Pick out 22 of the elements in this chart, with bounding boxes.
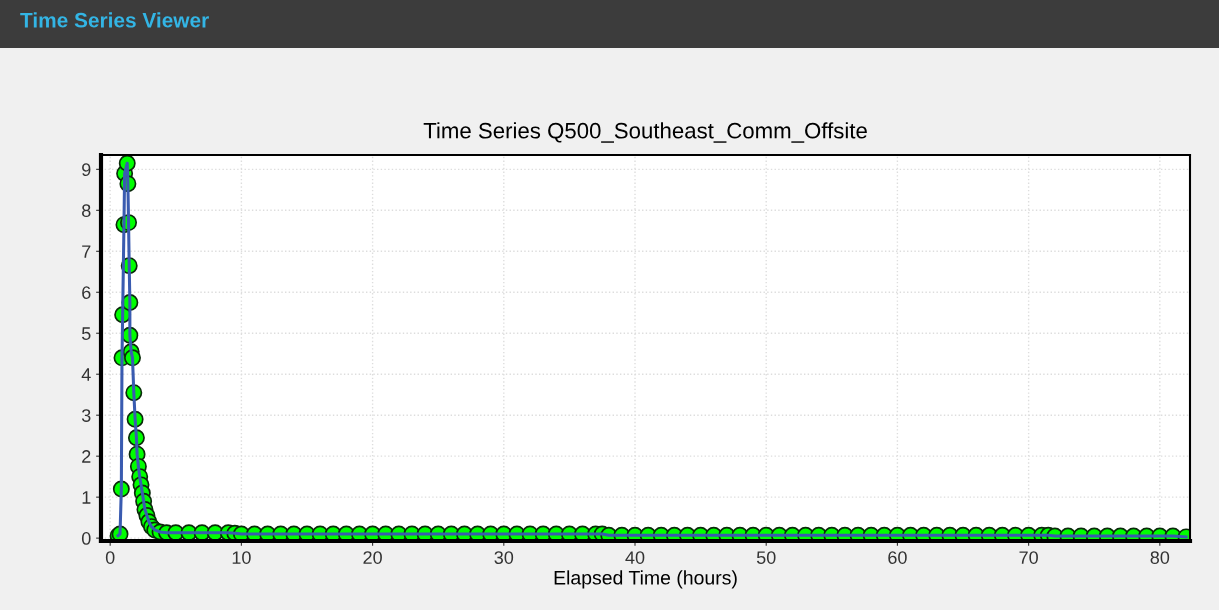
x-axis-title: Elapsed Time (hours) — [554, 570, 737, 589]
x-tick-label: 40 — [625, 551, 645, 564]
x-tick-label: 80 — [1150, 551, 1170, 564]
text: Time Series Viewer — [20, 12, 209, 28]
y-tick-label: 9 — [82, 163, 91, 177]
y-tick-label: 5 — [81, 327, 91, 340]
x-tick-label: 20 — [363, 551, 382, 564]
y-tick-label: 7 — [82, 245, 91, 258]
chart-title: Time Series Q500_Southeast_Comm_Offsite — [423, 122, 867, 143]
x-tick-label: 0 — [105, 551, 115, 564]
x-tick-label: 70 — [1019, 551, 1038, 564]
x-tick-label: 50 — [756, 551, 776, 564]
y-tick-label: 6 — [82, 286, 91, 299]
x-tick-label: 60 — [888, 551, 907, 564]
y-tick-label: 1 — [82, 491, 91, 504]
y-tick-label: 3 — [81, 409, 91, 422]
y-tick-label: 4 — [81, 368, 91, 381]
x-tick-label: 10 — [232, 551, 251, 564]
x-tick-label: 30 — [494, 551, 514, 564]
y-tick-label: 8 — [82, 204, 91, 218]
y-tick-label: 2 — [82, 450, 91, 463]
y-tick-label: 0 — [81, 532, 91, 545]
